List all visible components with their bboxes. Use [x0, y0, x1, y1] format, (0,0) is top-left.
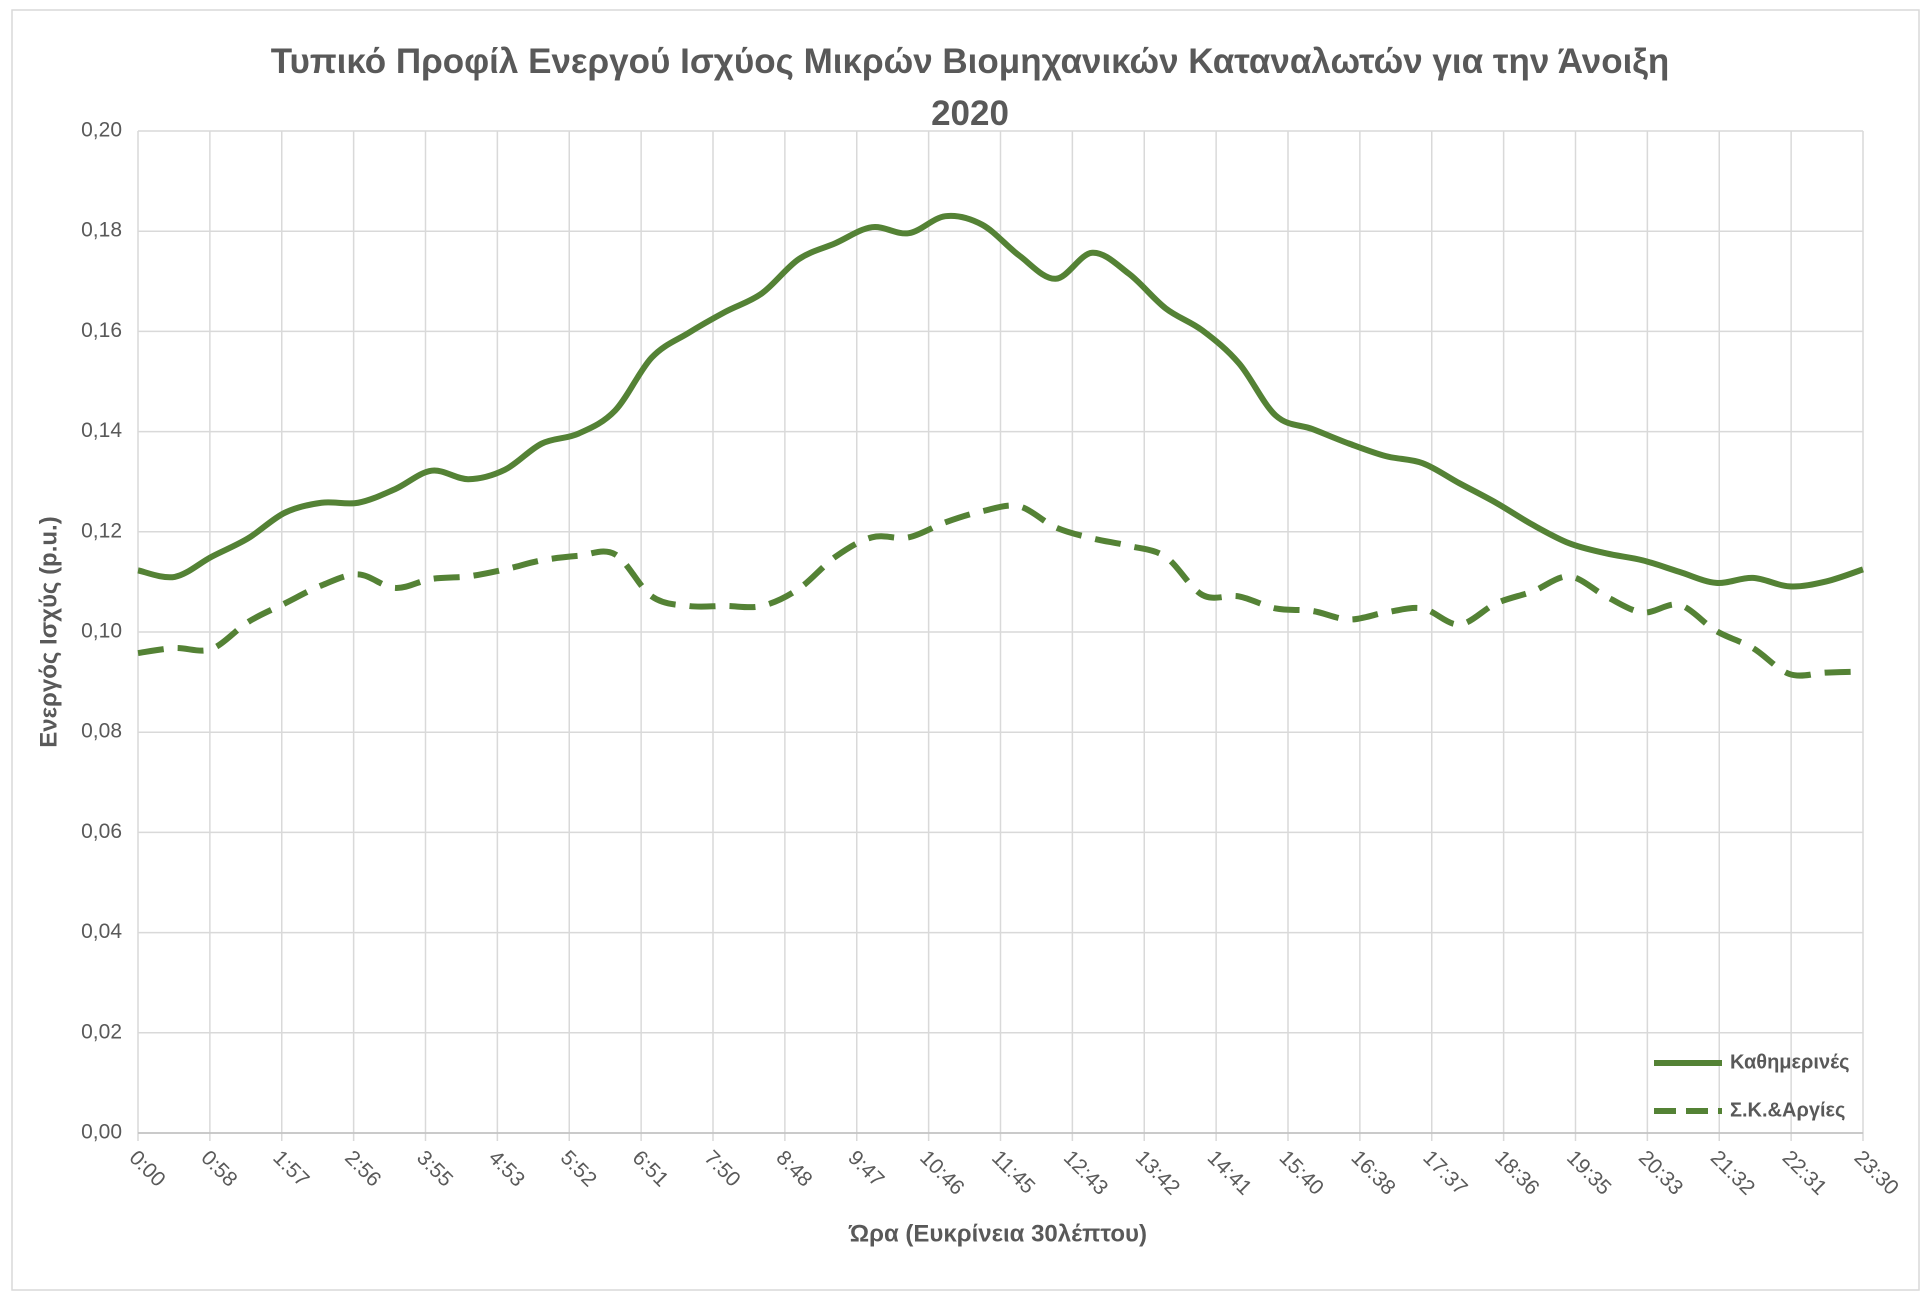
- y-tick-label: 0,00: [81, 1121, 122, 1144]
- x-tick-label: 7:50: [700, 1146, 745, 1191]
- x-tick-label: 4:53: [484, 1146, 529, 1191]
- legend-box: [1644, 1036, 1863, 1133]
- legend-label: Σ.Κ.&Αργίες: [1730, 1099, 1845, 1121]
- x-tick-label: 2:56: [340, 1146, 385, 1191]
- legend-label: Καθημερινές: [1730, 1051, 1850, 1073]
- x-tick-label: 1:57: [268, 1146, 313, 1191]
- y-tick-label: 0,16: [81, 319, 122, 342]
- series-line: [137, 212, 1864, 590]
- chart-border: [11, 9, 1920, 1291]
- x-tick-label: 5:52: [556, 1146, 601, 1191]
- x-tick-label: 13:42: [1131, 1146, 1184, 1199]
- x-tick-label: 22:31: [1778, 1146, 1831, 1199]
- x-tick-label: 3:55: [412, 1146, 457, 1191]
- x-tick-label: 17:37: [1418, 1146, 1471, 1199]
- chart-title: Τυπικό Προφίλ Ενεργού Ισχύος Μικρών Βιομ…: [270, 42, 1670, 133]
- x-tick-label: 21:32: [1706, 1146, 1759, 1199]
- y-tick-label: 0,04: [81, 920, 122, 943]
- x-tick-label: 12:43: [1059, 1146, 1112, 1199]
- x-tick-label: 0:58: [196, 1146, 241, 1191]
- y-tick-label: 0,06: [81, 820, 122, 843]
- y-axis-label: Ενεργός Ισχύς (p.u.): [35, 516, 62, 747]
- x-tick-label: 18:36: [1490, 1146, 1543, 1199]
- y-tick-label: 0,14: [81, 419, 122, 442]
- x-tick-label: 11:45: [987, 1146, 1039, 1198]
- y-tick-label: 0,18: [81, 219, 122, 242]
- x-tick-label: 16:38: [1346, 1146, 1399, 1199]
- y-tick-label: 0,10: [81, 620, 122, 643]
- y-tick-label: 0,12: [81, 519, 122, 542]
- x-tick-label: 23:30: [1850, 1146, 1903, 1199]
- x-tick-label: 0:00: [125, 1146, 170, 1191]
- x-tick-label: 15:40: [1275, 1146, 1328, 1199]
- y-tick-label: 0,02: [81, 1020, 122, 1043]
- x-tick-label: 20:33: [1634, 1146, 1687, 1199]
- x-tick-label: 8:48: [771, 1146, 816, 1191]
- series-line: [137, 502, 1864, 679]
- y-tick-label: 0,20: [81, 119, 122, 142]
- x-axis-label: Ώρα (Ευκρίνεια 30λέπτου): [848, 1220, 1147, 1247]
- x-tick-label: 19:35: [1562, 1146, 1615, 1199]
- x-tick-label: 14:41: [1203, 1146, 1256, 1199]
- y-tick-label: 0,08: [81, 720, 122, 743]
- x-tick-label: 10:46: [915, 1146, 968, 1199]
- x-tick-label: 6:51: [628, 1146, 673, 1191]
- x-tick-label: 9:47: [843, 1146, 888, 1191]
